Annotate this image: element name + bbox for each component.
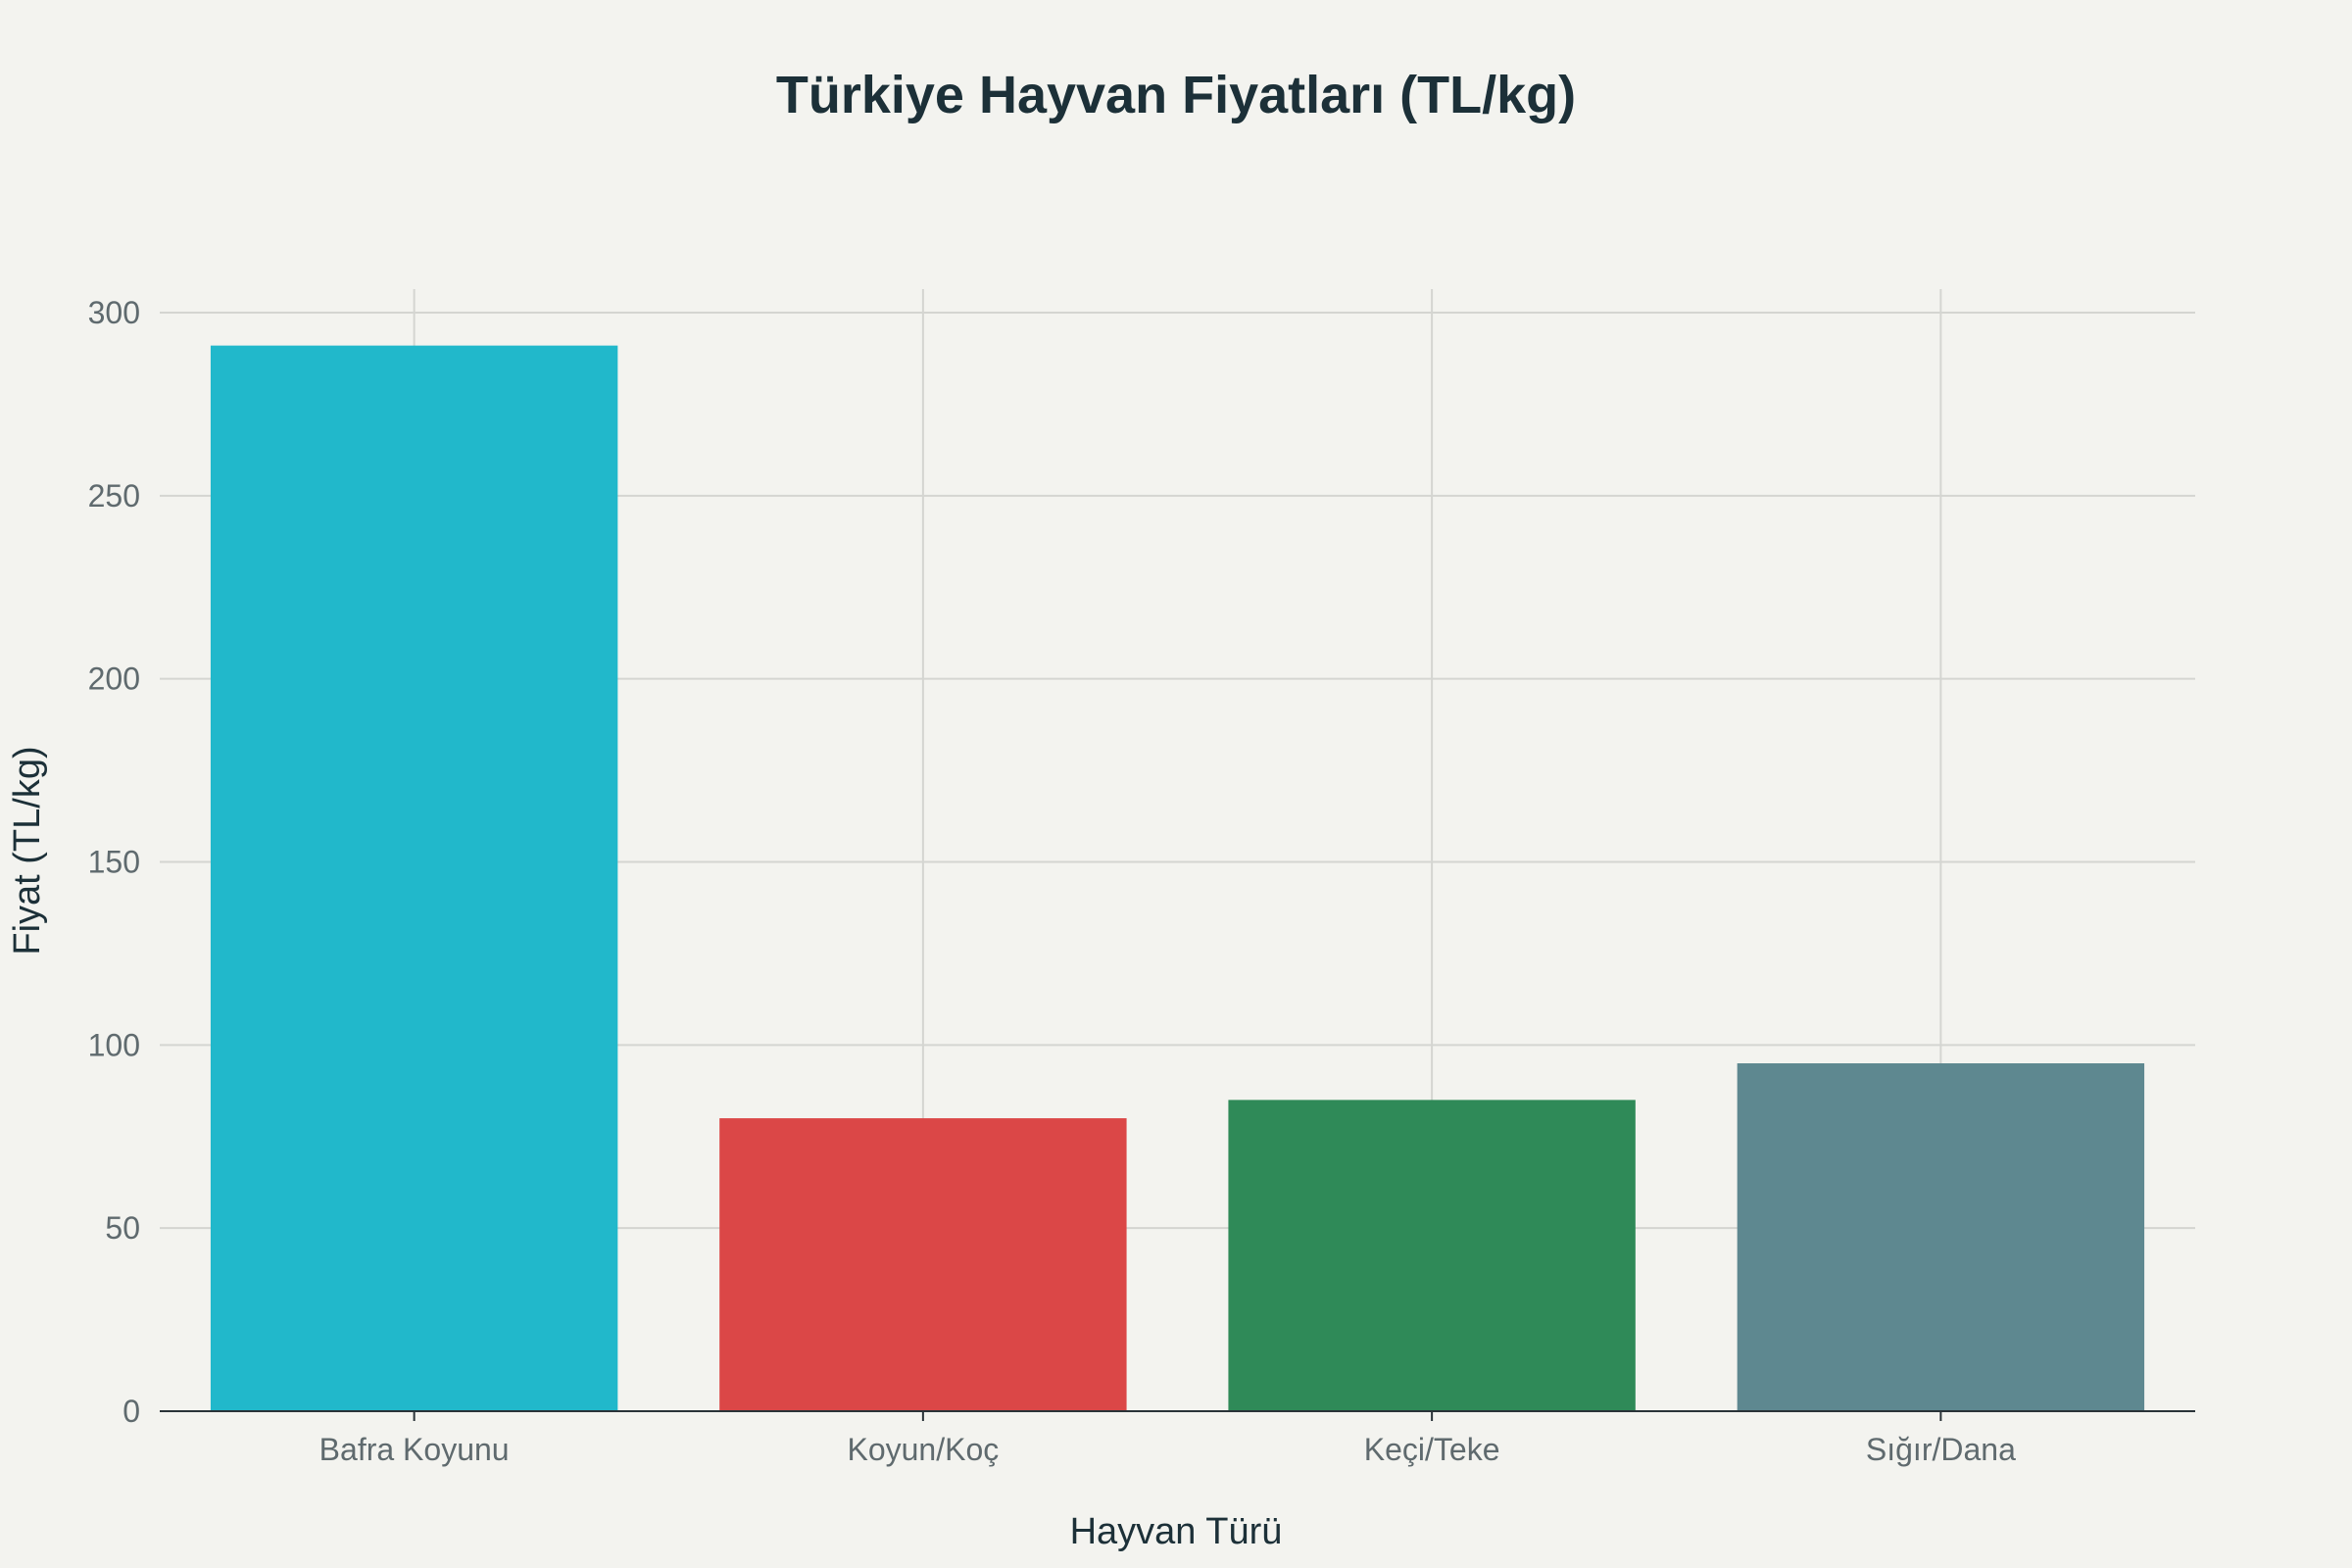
x-tick-label: Koyun/Koç [847, 1432, 999, 1467]
y-tick-label: 0 [122, 1394, 140, 1429]
y-tick-label: 100 [88, 1027, 140, 1062]
y-axis-title: Fiyat (TL/kg) [7, 746, 48, 955]
y-tick-label: 300 [88, 295, 140, 330]
bar [719, 1118, 1127, 1411]
x-tick-label: Keçi/Teke [1364, 1432, 1500, 1467]
bar [210, 345, 618, 1411]
chart-title: Türkiye Hayvan Fiyatları (TL/kg) [776, 66, 1576, 124]
y-tick-label: 250 [88, 478, 140, 514]
x-tick-label: Bafra Koyunu [319, 1432, 510, 1467]
axes: 0 50 100 150 200 250 300 Bafra Koyunu Koyun/Koç K… [88, 295, 2195, 1467]
bar [1228, 1100, 1636, 1411]
x-tick-label: Sığır/Dana [1866, 1432, 2016, 1467]
x-axis-title: Hayvan Türü [1070, 1511, 1283, 1552]
y-tick-label: 50 [105, 1210, 140, 1246]
y-tick-label: 200 [88, 662, 140, 697]
y-tick-label: 150 [88, 845, 140, 880]
bar [1737, 1063, 2145, 1411]
bars [210, 345, 2145, 1411]
